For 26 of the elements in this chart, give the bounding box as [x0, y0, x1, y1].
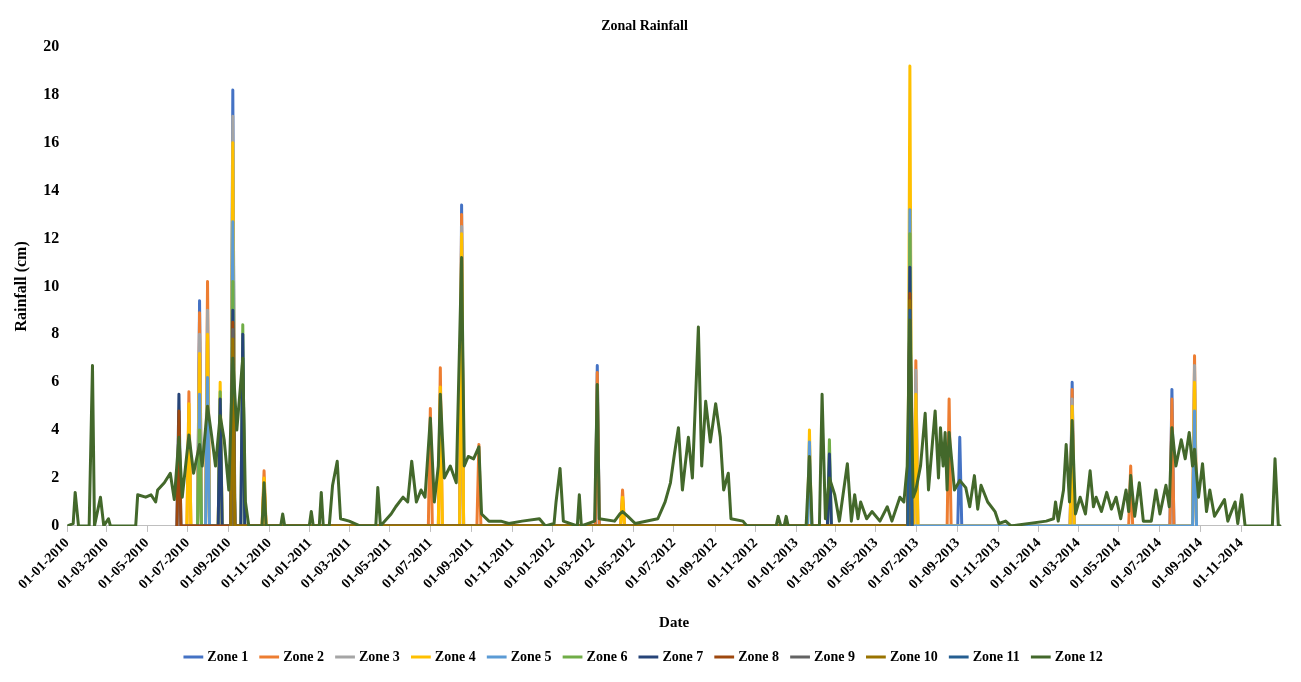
legend-label: Zone 11 [972, 648, 1020, 664]
y-tick-label: 6 [51, 372, 60, 390]
legend-label: Zone 12 [1054, 648, 1103, 664]
y-tick-label: 8 [51, 324, 60, 342]
legend-label: Zone 1 [207, 648, 249, 664]
legend-label: Zone 4 [434, 648, 476, 664]
legend-label: Zone 8 [738, 648, 780, 664]
legend-label: Zone 9 [814, 648, 855, 664]
y-tick-label: 14 [43, 180, 60, 198]
y-axis-title: Rainfall (cm) [11, 241, 30, 332]
legend-label: Zone 7 [662, 648, 704, 664]
x-axis-title: Date [659, 613, 690, 630]
y-tick-label: 16 [43, 132, 60, 150]
y-tick-label: 18 [43, 84, 60, 102]
legend-label: Zone 3 [359, 648, 400, 664]
y-tick-label: 4 [51, 420, 60, 438]
y-tick-label: 10 [43, 276, 60, 294]
y-tick-label: 20 [43, 36, 60, 54]
y-tick-label: 12 [43, 228, 60, 246]
legend-label: Zone 2 [283, 648, 325, 664]
y-tick-label: 0 [51, 516, 60, 534]
legend-label: Zone 5 [510, 648, 552, 664]
y-tick-label: 2 [51, 468, 60, 486]
chart-title: Zonal Rainfall [601, 18, 688, 34]
legend-label: Zone 10 [889, 648, 938, 664]
legend-label: Zone 6 [586, 648, 628, 664]
